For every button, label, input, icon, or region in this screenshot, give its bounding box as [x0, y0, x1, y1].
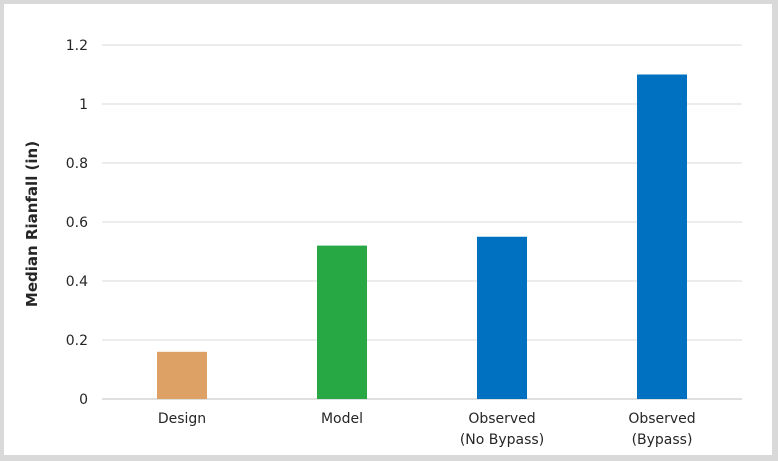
y-axis-ticks: 0 0.2 0.4 0.6 0.8 1 1.2	[66, 38, 88, 408]
y-tick-label: 0.4	[66, 274, 88, 290]
y-tick-label: 0.6	[66, 215, 88, 231]
y-tick-label: 0.2	[66, 333, 88, 349]
x-tick-label: Observed (No Bypass)	[460, 411, 544, 448]
bar	[477, 236, 527, 399]
bars	[157, 74, 687, 399]
x-tick-label: Observed (Bypass)	[628, 411, 695, 448]
y-tick-label: 0	[79, 392, 88, 408]
chart-frame: 0 0.2 0.4 0.6 0.8 1 1.2 Design Model Observed (No…	[4, 4, 772, 455]
x-tick-label: Design	[158, 411, 206, 427]
gridlines	[102, 44, 742, 400]
x-tick-label: Model	[321, 411, 363, 427]
x-axis-labels: Design Model Observed (No Bypass) Observed (B…	[158, 411, 696, 448]
y-tick-label: 1.2	[66, 38, 88, 54]
y-axis-title: Median Rianfall (in)	[23, 141, 41, 307]
bar	[637, 74, 687, 399]
y-tick-label: 1	[79, 97, 88, 113]
y-tick-label: 0.8	[66, 156, 88, 172]
bar	[157, 351, 207, 399]
bar-chart: 0 0.2 0.4 0.6 0.8 1 1.2 Design Model Observed (No…	[23, 38, 742, 448]
bar	[317, 245, 367, 399]
